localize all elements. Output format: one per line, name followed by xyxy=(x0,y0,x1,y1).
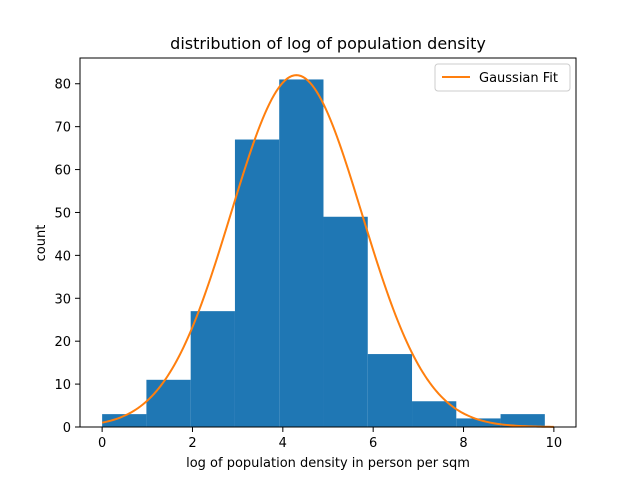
x-tick-label: 8 xyxy=(459,436,467,451)
histogram-bar xyxy=(323,216,368,427)
y-tick-label: 50 xyxy=(54,206,71,221)
chart-title: distribution of log of population densit… xyxy=(170,34,486,53)
histogram-bar xyxy=(456,418,501,427)
y-tick-label: 40 xyxy=(54,249,71,264)
histogram-bars xyxy=(102,79,545,427)
x-tick-label: 0 xyxy=(98,436,106,451)
axes xyxy=(79,57,577,428)
plot-frame xyxy=(79,57,577,428)
histogram-bar xyxy=(367,354,413,427)
x-axis-label: log of population density in person per … xyxy=(186,456,470,471)
legend-box xyxy=(434,63,571,92)
y-tick-label: 80 xyxy=(54,78,71,93)
x-tick-label: 6 xyxy=(369,436,377,451)
y-tick-label: 70 xyxy=(54,121,71,136)
y-tick-label: 20 xyxy=(54,335,71,350)
gaussian-fit-group xyxy=(101,74,554,428)
x-tick-label: 2 xyxy=(188,436,196,451)
histogram-bar xyxy=(234,139,280,427)
histogram-bar xyxy=(279,79,324,427)
histogram-bar xyxy=(500,414,545,427)
x-axis-ticks: 0 2 4 6 8 10 xyxy=(98,427,562,451)
y-axis-label: count xyxy=(34,225,49,262)
histogram-bar xyxy=(190,311,235,427)
histogram-bar xyxy=(102,414,147,427)
histogram-bar xyxy=(412,401,457,427)
y-tick-label: 60 xyxy=(54,164,71,179)
y-tick-label: 30 xyxy=(54,292,71,307)
x-tick-label: 10 xyxy=(546,436,563,451)
gaussian-fit-line xyxy=(101,74,554,428)
legend-label: Gaussian Fit xyxy=(479,71,558,86)
legend: Gaussian Fit xyxy=(434,63,571,92)
y-tick-label: 0 xyxy=(63,421,71,436)
x-tick-label: 4 xyxy=(279,436,287,451)
histogram-bar xyxy=(146,379,191,427)
y-axis-ticks: 0 10 20 30 40 50 60 70 80 xyxy=(54,78,80,436)
y-tick-label: 10 xyxy=(54,378,71,393)
